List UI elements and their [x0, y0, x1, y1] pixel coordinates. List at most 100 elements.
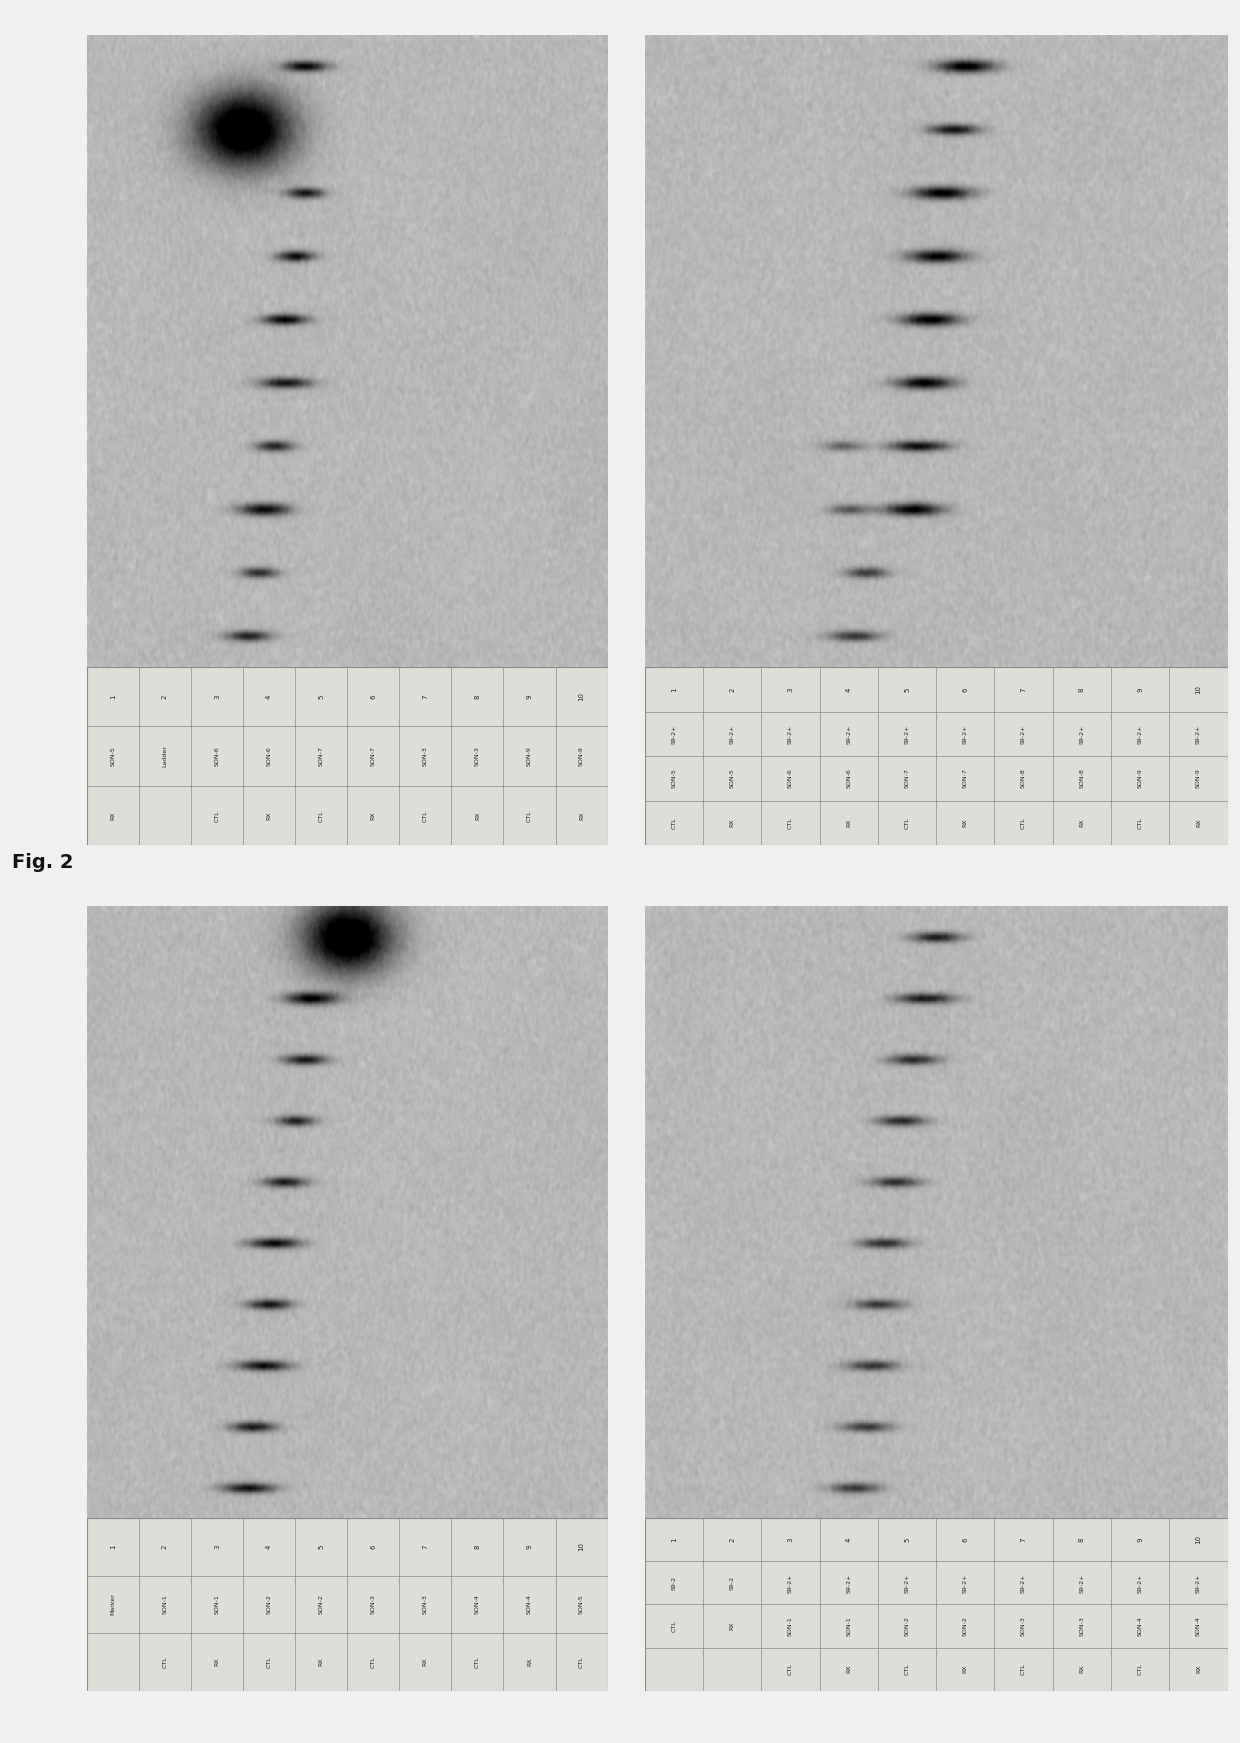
Text: 10: 10 — [579, 692, 584, 701]
Text: SON-9: SON-9 — [1137, 769, 1143, 788]
Text: SON-2: SON-2 — [267, 1595, 272, 1614]
Text: SON-1: SON-1 — [846, 1616, 852, 1637]
Text: SON-9: SON-9 — [1195, 769, 1202, 788]
Text: 1: 1 — [671, 1537, 677, 1543]
Text: SON-7: SON-7 — [319, 746, 324, 767]
Text: CTL: CTL — [1137, 817, 1143, 830]
Text: S9-2+: S9-2+ — [1195, 725, 1202, 744]
Text: Marker: Marker — [110, 1593, 115, 1616]
Text: 4: 4 — [267, 1544, 272, 1550]
Text: CTL: CTL — [319, 810, 324, 821]
Text: SON-3: SON-3 — [371, 1595, 376, 1614]
Text: S9-2+: S9-2+ — [904, 725, 910, 744]
Text: SON-5: SON-5 — [671, 769, 677, 788]
Text: RX: RX — [371, 812, 376, 819]
Text: RX: RX — [1079, 1665, 1085, 1673]
Text: CTL: CTL — [162, 1656, 167, 1668]
Text: 5: 5 — [904, 687, 910, 692]
Text: 7: 7 — [423, 694, 428, 699]
Text: RX: RX — [527, 1658, 532, 1666]
Text: CTL: CTL — [787, 1663, 794, 1675]
Text: SON-3: SON-3 — [1079, 1616, 1085, 1637]
Text: RX: RX — [267, 812, 272, 819]
Text: 2: 2 — [162, 694, 167, 699]
Text: CTL: CTL — [215, 810, 219, 821]
Text: SON-4: SON-4 — [475, 1595, 480, 1614]
Text: 7: 7 — [423, 1544, 428, 1550]
Text: SON-4: SON-4 — [527, 1595, 532, 1614]
Text: 4: 4 — [846, 687, 852, 692]
Text: RX: RX — [729, 1621, 735, 1630]
Text: 5: 5 — [904, 1537, 910, 1543]
Text: SON-7: SON-7 — [962, 769, 968, 788]
Text: CTL: CTL — [423, 810, 428, 821]
Text: 6: 6 — [962, 1537, 968, 1543]
Text: 7: 7 — [1021, 1537, 1027, 1543]
Text: SON-6: SON-6 — [267, 746, 272, 767]
Text: RX: RX — [1195, 819, 1202, 828]
Text: S9-2+: S9-2+ — [1021, 725, 1027, 744]
Text: CTL: CTL — [267, 1656, 272, 1668]
Text: SON-2: SON-2 — [962, 1616, 968, 1637]
Text: 1: 1 — [671, 687, 677, 692]
Text: RX: RX — [110, 812, 115, 819]
Text: 2: 2 — [729, 687, 735, 692]
Text: S9-2+: S9-2+ — [962, 1574, 968, 1593]
Text: CTL: CTL — [371, 1656, 376, 1668]
Text: RX: RX — [423, 1658, 428, 1666]
Text: RX: RX — [579, 812, 584, 819]
Text: 6: 6 — [371, 1544, 376, 1550]
Text: SON-4: SON-4 — [1195, 1616, 1202, 1637]
Text: SON-1: SON-1 — [215, 1595, 219, 1614]
Text: CTL: CTL — [579, 1656, 584, 1668]
Text: S9-2+: S9-2+ — [1079, 1574, 1085, 1593]
Text: SON-6: SON-6 — [215, 746, 219, 767]
Text: 1: 1 — [110, 1544, 115, 1550]
Text: CTL: CTL — [671, 817, 677, 830]
Text: CTL: CTL — [1137, 1663, 1143, 1675]
Text: 8: 8 — [475, 1544, 480, 1550]
Text: 8: 8 — [475, 694, 480, 699]
Text: SON-1: SON-1 — [162, 1595, 167, 1614]
Text: SON-5: SON-5 — [579, 1595, 584, 1614]
Text: S9-2+: S9-2+ — [787, 725, 794, 744]
Text: CTL: CTL — [1021, 817, 1027, 830]
Text: 2: 2 — [162, 1544, 167, 1550]
Text: S9-2: S9-2 — [729, 1576, 735, 1590]
Text: 9: 9 — [1137, 687, 1143, 692]
Text: S9-2+: S9-2+ — [846, 1574, 852, 1593]
Text: S9-2+: S9-2+ — [1079, 725, 1085, 744]
Text: 3: 3 — [215, 1544, 219, 1550]
Text: S9-2+: S9-2+ — [962, 725, 968, 744]
Text: 4: 4 — [267, 694, 272, 699]
Text: RX: RX — [846, 1665, 852, 1673]
Text: RX: RX — [1195, 1665, 1202, 1673]
Text: 8: 8 — [1079, 687, 1085, 692]
Text: RX: RX — [215, 1658, 219, 1666]
Text: SON-9: SON-9 — [527, 746, 532, 767]
Text: 2: 2 — [729, 1537, 735, 1543]
Text: SON-2: SON-2 — [904, 1616, 910, 1637]
Text: RX: RX — [475, 812, 480, 819]
Text: 9: 9 — [527, 1544, 532, 1550]
Text: SON-8: SON-8 — [1079, 769, 1085, 788]
Text: S9-2+: S9-2+ — [1021, 1574, 1027, 1593]
Text: CTL: CTL — [904, 1663, 910, 1675]
Text: 5: 5 — [319, 1544, 324, 1550]
Text: SON-4: SON-4 — [1137, 1616, 1143, 1637]
Text: S9-2+: S9-2+ — [846, 725, 852, 744]
Text: 4: 4 — [846, 1537, 852, 1543]
Text: CTL: CTL — [475, 1656, 480, 1668]
Text: RX: RX — [729, 819, 735, 828]
Text: CTL: CTL — [1021, 1663, 1027, 1675]
Text: SON-8: SON-8 — [1021, 769, 1027, 788]
Text: CTL: CTL — [671, 1621, 677, 1631]
Text: 5: 5 — [319, 694, 324, 699]
Text: S9-2+: S9-2+ — [787, 1574, 794, 1593]
Text: S9-2+: S9-2+ — [1137, 725, 1143, 744]
Text: 3: 3 — [787, 1537, 794, 1543]
Text: RX: RX — [962, 819, 968, 828]
Text: CTL: CTL — [787, 817, 794, 830]
Text: SON-9: SON-9 — [579, 746, 584, 767]
Text: S9-2+: S9-2+ — [1137, 1574, 1143, 1593]
